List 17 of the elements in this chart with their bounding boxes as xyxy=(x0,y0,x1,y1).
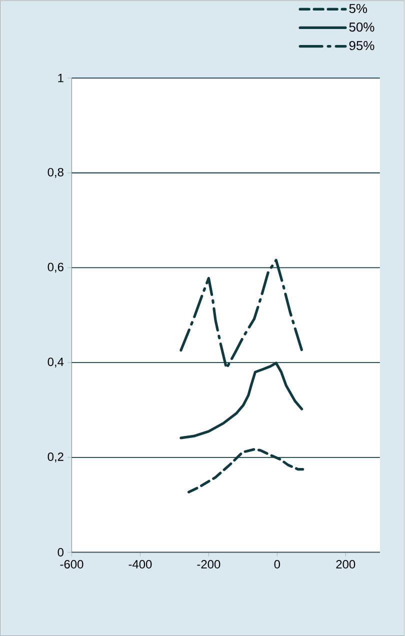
line-series xyxy=(188,448,304,494)
y-tick-label: 0,6 xyxy=(48,262,64,273)
x-tick-label: 200 xyxy=(336,560,356,568)
legend-label: 50% xyxy=(349,22,374,32)
legend-label: 95% xyxy=(350,40,374,50)
y-tick-label: 1 xyxy=(58,74,64,82)
line-series xyxy=(180,258,304,370)
x-tick-label: -200 xyxy=(197,560,220,568)
x-tick-label: -600 xyxy=(60,560,84,568)
y-tick-label: 0,2 xyxy=(48,452,64,462)
y-tick-label: 0,4 xyxy=(48,358,64,368)
y-tick-label: 0 xyxy=(58,548,64,556)
x-tick-label: 0 xyxy=(274,560,280,568)
legend-label: 5% xyxy=(349,4,368,14)
y-tick-label: 0,8 xyxy=(48,168,64,178)
line-series xyxy=(180,362,304,440)
x-tick-label: -400 xyxy=(128,560,152,568)
